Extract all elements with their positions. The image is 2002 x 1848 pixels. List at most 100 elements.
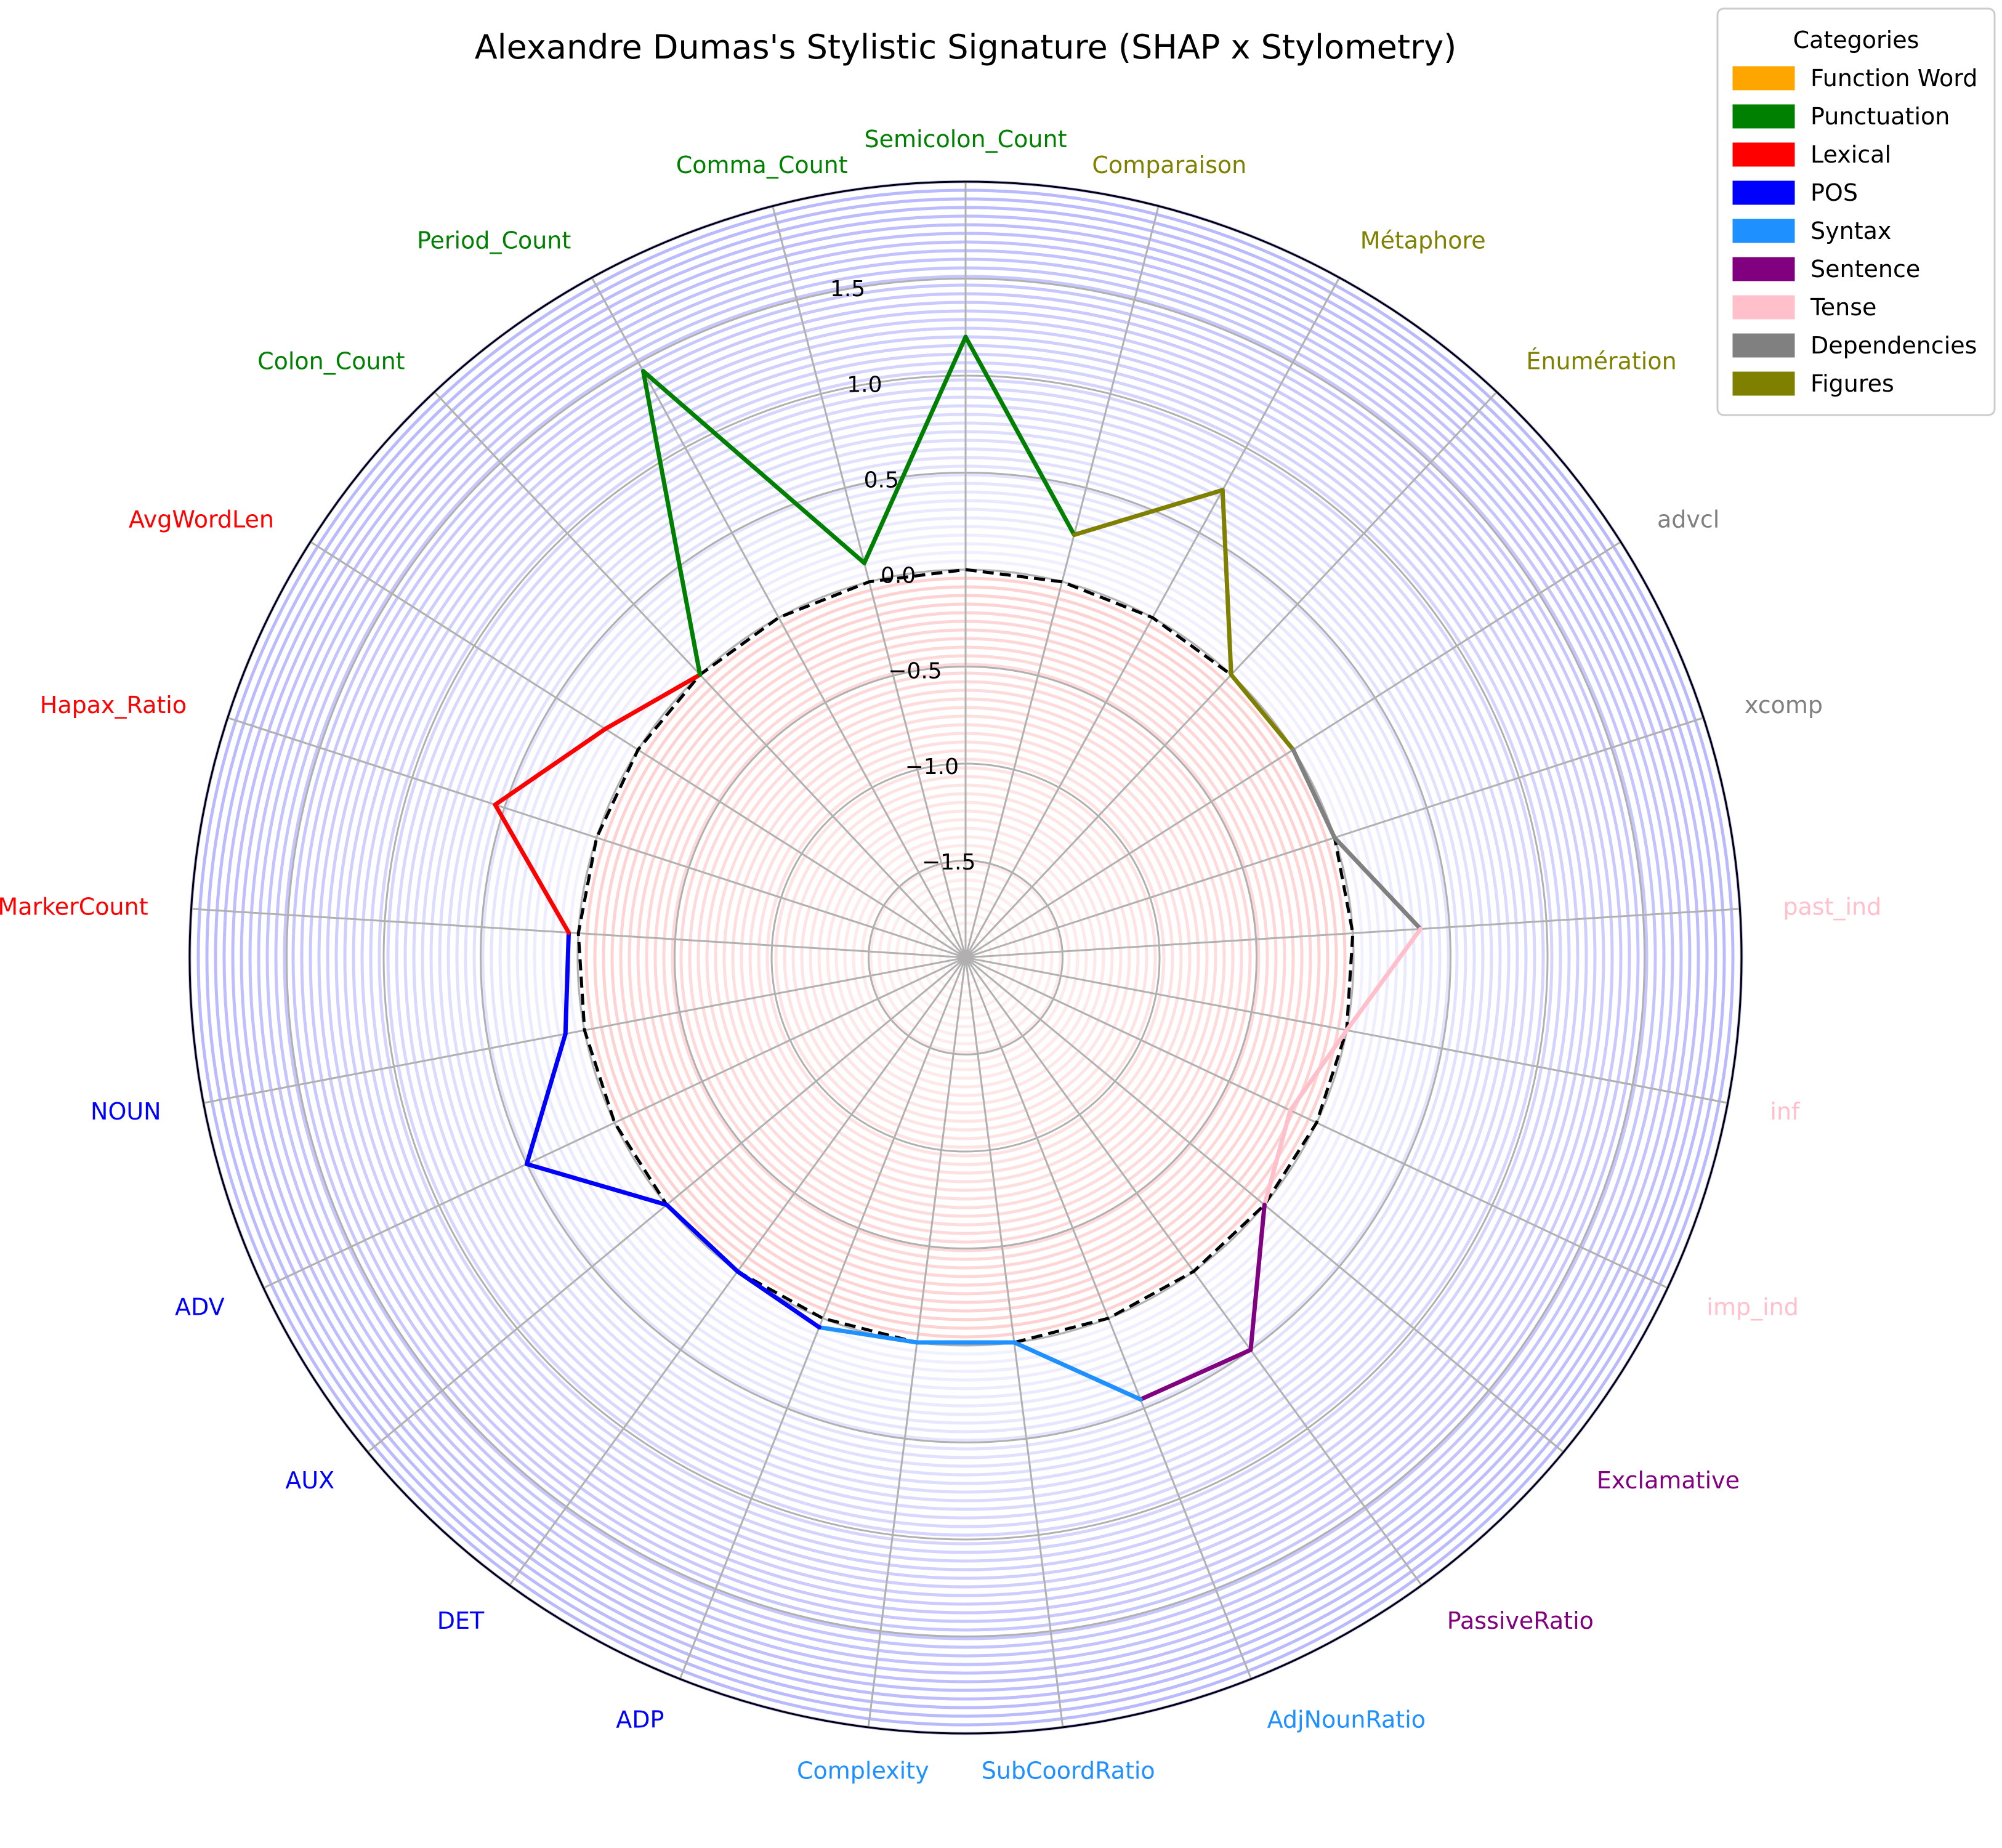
data-point xyxy=(563,1032,568,1036)
legend-entry-label: Figures xyxy=(1810,370,1894,397)
data-point xyxy=(698,672,702,677)
data-point xyxy=(641,369,645,373)
series-segment-markercount xyxy=(493,802,571,935)
data-point xyxy=(735,1269,740,1273)
data-point xyxy=(1291,748,1295,752)
legend-swatch xyxy=(1732,180,1795,205)
data-point xyxy=(603,727,607,731)
series-segment-énumération xyxy=(1229,672,1296,752)
feature-label: xcomp xyxy=(1745,692,1823,719)
data-point xyxy=(1262,1203,1267,1207)
series-segment-colon_count xyxy=(641,369,703,677)
feature-label: AdjNounRatio xyxy=(1267,1706,1426,1733)
legend-swatch xyxy=(1732,104,1795,129)
legend-swatch xyxy=(1732,257,1795,281)
data-point xyxy=(1012,1341,1016,1344)
r-tick-label: 0.0 xyxy=(881,563,916,589)
series-segment-xcomp xyxy=(1332,835,1423,931)
legend-entry-label: Tense xyxy=(1810,294,1876,321)
legend-entry-label: Function Word xyxy=(1810,65,1977,92)
feature-label: ADV xyxy=(175,1293,225,1320)
legend: Categories Function Word Punctuation Lexic… xyxy=(1716,7,1996,416)
series-segment-passiveratio xyxy=(1138,1347,1253,1402)
grid-spoke xyxy=(965,908,1740,959)
grid-spoke xyxy=(591,277,967,958)
data-point xyxy=(817,1325,821,1330)
series-segment-aux xyxy=(524,1161,669,1208)
feature-label: Hapax_Ratio xyxy=(40,692,187,719)
legend-swatch xyxy=(1732,66,1795,91)
series-segment-exclamative xyxy=(1248,1203,1267,1352)
data-point xyxy=(1248,1348,1253,1352)
r-tick-label: −0.5 xyxy=(888,659,942,684)
r-tick-label: 1.5 xyxy=(830,276,865,302)
feature-label: NOUN xyxy=(91,1098,161,1125)
legend-entry-label: Punctuation xyxy=(1810,103,1950,130)
feature-labels: Semicolon_Count Comparaison Métaphore Énumé… xyxy=(0,126,1881,1785)
feature-label: AUX xyxy=(285,1467,334,1494)
series-segment-métaphore xyxy=(1220,488,1233,677)
feature-label: inf xyxy=(1770,1098,1801,1125)
feature-label: past_ind xyxy=(1783,894,1881,921)
feature-label: Comma_Count xyxy=(676,151,848,179)
feature-label: imp_ind xyxy=(1706,1293,1798,1320)
series-segment-avgwordlen xyxy=(603,672,703,732)
series-segment-adjnounratio xyxy=(1012,1340,1143,1402)
r-tick-label: −1.5 xyxy=(922,850,975,875)
data-point xyxy=(567,930,571,935)
data-point xyxy=(1229,672,1233,677)
legend-entries: Function Word Punctuation Lexical POS Syntax… xyxy=(1732,65,1977,397)
legend-entry-label: Sentence xyxy=(1810,256,1920,283)
data-point xyxy=(664,1203,669,1207)
feature-label: SubCoordRatio xyxy=(982,1757,1155,1785)
data-point xyxy=(1418,927,1423,931)
grid-spoke xyxy=(263,956,966,1289)
feature-label: Period_Count xyxy=(417,227,571,254)
legend-entry-label: POS xyxy=(1810,179,1858,206)
chart-title: Alexandre Dumas's Stylistic Signature (S… xyxy=(475,28,1457,67)
legend-swatch xyxy=(1732,142,1795,167)
data-point xyxy=(964,335,967,339)
feature-label: Métaphore xyxy=(1360,227,1486,254)
feature-label: Énumération xyxy=(1526,348,1676,375)
data-point xyxy=(1288,1108,1293,1113)
feature-label: MarkerCount xyxy=(0,894,148,921)
legend-swatch xyxy=(1732,333,1795,358)
r-tick-label: 1.0 xyxy=(847,372,882,397)
series-segment-advcl xyxy=(1291,747,1337,840)
grid-spoke xyxy=(679,957,967,1680)
outer-frame xyxy=(188,180,1743,1735)
feature-label: Comparaison xyxy=(1092,151,1246,179)
legend-swatch xyxy=(1732,371,1795,396)
feature-label: Colon_Count xyxy=(257,348,405,375)
series-segment-comma_count xyxy=(862,334,968,565)
feature-label: PassiveRatio xyxy=(1447,1607,1594,1634)
series-segment-adv xyxy=(524,1031,568,1166)
series-segment-complexity xyxy=(817,1325,919,1345)
data-point xyxy=(1139,1397,1143,1402)
feature-label: advcl xyxy=(1657,506,1719,533)
feature-label: Semicolon_Count xyxy=(865,126,1067,153)
data-point xyxy=(525,1162,529,1166)
feature-label: ADP xyxy=(616,1706,664,1733)
legend-entry-label: Lexical xyxy=(1810,141,1891,168)
data-point xyxy=(862,561,866,565)
legend-entry-label: Dependencies xyxy=(1810,332,1977,359)
series-segment-imp_ind xyxy=(1262,1108,1293,1208)
radial-tick-labels: −1.5 −1.0 −0.5 0.0 0.5 1.0 1.5 xyxy=(830,276,975,875)
data-point xyxy=(1221,488,1225,492)
series-segment-past_ind xyxy=(1344,927,1423,1033)
series-segment-noun xyxy=(563,930,571,1036)
feature-label: Complexity xyxy=(797,1757,929,1785)
legend-swatch xyxy=(1732,219,1795,243)
feature-label: DET xyxy=(437,1607,485,1634)
grid-spoke xyxy=(227,717,966,959)
series-segment-adp xyxy=(735,1269,821,1330)
series-segment-hapax_ratio xyxy=(493,727,608,807)
series-segment-period_count xyxy=(641,369,866,565)
legend-swatch xyxy=(1732,295,1795,320)
data-point xyxy=(915,1341,919,1344)
legend-title: Categories xyxy=(1793,26,1919,54)
